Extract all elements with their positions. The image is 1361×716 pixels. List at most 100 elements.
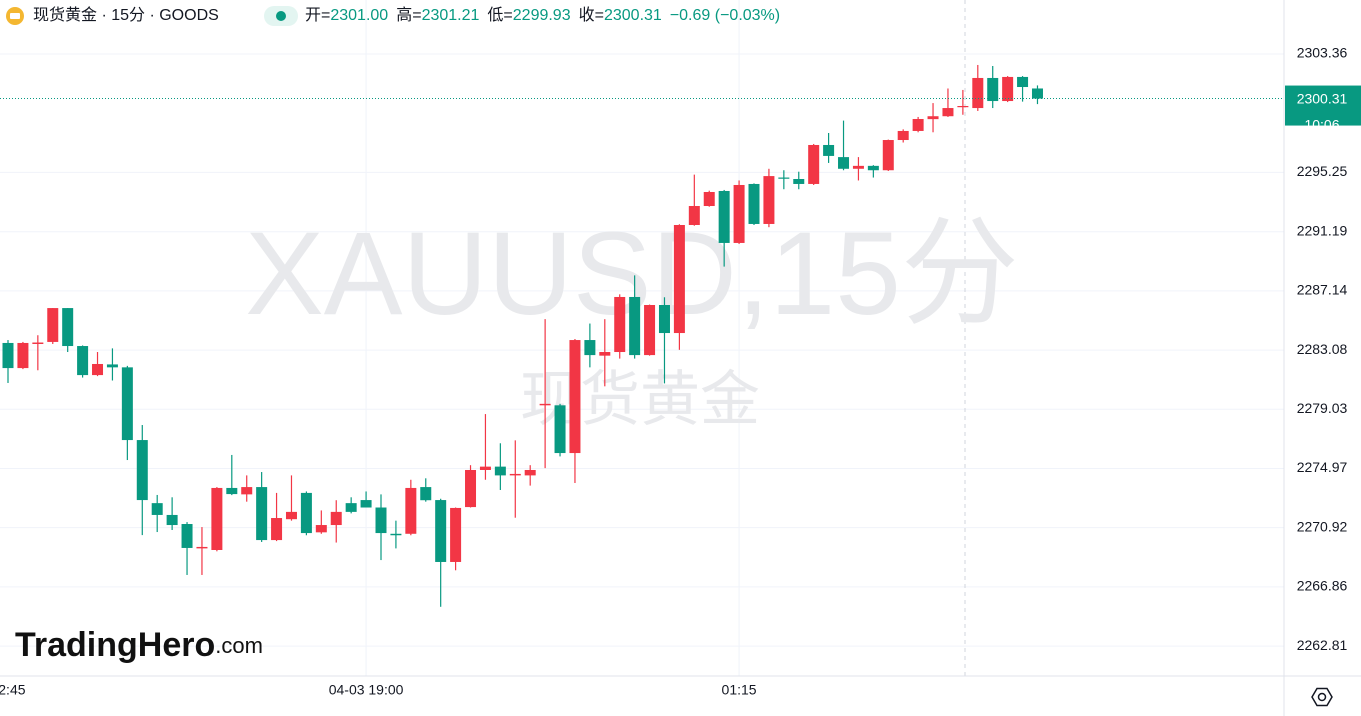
candle-body <box>77 346 89 376</box>
candle-body <box>658 305 670 334</box>
candle-body <box>494 466 506 476</box>
y-tick-label: 2287.14 <box>1297 282 1348 298</box>
candle-body <box>718 190 730 243</box>
status-dot <box>276 11 286 21</box>
candle-body <box>285 511 297 520</box>
x-tick-label: 12:45 <box>0 682 26 698</box>
candle-body <box>524 469 536 476</box>
y-tick-label: 2295.25 <box>1297 163 1348 179</box>
candle-body <box>271 518 283 541</box>
candle-body <box>62 308 74 347</box>
settings-hex[interactable] <box>1311 687 1333 707</box>
candle-body <box>972 77 984 109</box>
candle-body <box>405 487 417 534</box>
candle-body <box>688 206 700 225</box>
candle-body <box>1017 76 1029 88</box>
candle-body <box>435 500 447 562</box>
countdown: 10:06 <box>1304 116 1339 132</box>
candle-body <box>375 507 387 534</box>
candle-body <box>2 342 14 369</box>
candle-body <box>17 342 29 369</box>
candle-body <box>673 224 685 334</box>
candle-body <box>420 487 432 501</box>
candle-body <box>32 342 44 344</box>
candle-body <box>733 184 745 243</box>
candle-body <box>390 533 402 536</box>
candle-body <box>121 367 133 441</box>
candle-body <box>465 469 477 508</box>
candle-body <box>987 77 999 102</box>
candle-body <box>345 503 357 512</box>
y-tick-label: 2270.92 <box>1297 518 1348 534</box>
candle-body <box>957 105 969 108</box>
candle-body <box>942 108 954 117</box>
y-tick-label: 2274.97 <box>1297 459 1348 475</box>
candle-body <box>808 144 820 184</box>
symbol-icon-bar <box>10 13 20 19</box>
candle-body <box>151 503 163 515</box>
candle-body <box>838 157 850 169</box>
settings-dot[interactable] <box>1317 692 1327 702</box>
settings-icon[interactable] <box>1311 687 1333 707</box>
candle-body <box>912 118 924 131</box>
legend-value: 2300.31 <box>604 7 662 24</box>
candle-body <box>614 296 626 353</box>
candle-body <box>852 165 864 169</box>
y-tick-label: 2266.86 <box>1297 578 1348 594</box>
candle-body <box>554 405 566 454</box>
y-tick-label: 2283.08 <box>1297 341 1348 357</box>
candle-body <box>569 340 581 454</box>
candle-body <box>1002 76 1014 102</box>
candle-body <box>166 514 178 526</box>
legend-label: 开= <box>305 7 330 24</box>
candle-body <box>226 487 238 495</box>
legend-value: 2299.93 <box>513 7 571 24</box>
candle-body <box>748 183 760 224</box>
candle-body <box>509 473 521 476</box>
brand-name: TradingHero <box>15 626 215 664</box>
candle-body <box>479 466 491 470</box>
candle-body <box>92 363 104 376</box>
brand-suffix: .com <box>215 633 263 658</box>
y-tick-label: 2279.03 <box>1297 400 1348 416</box>
candle-body <box>644 305 656 356</box>
candle-body <box>882 140 894 171</box>
legend-label: 低= <box>487 6 512 24</box>
candle-body <box>330 511 342 526</box>
symbol-title[interactable]: 现货黄金 · 15分 · GOODS <box>33 6 219 24</box>
candle-body <box>211 487 223 550</box>
candle-body <box>927 116 939 120</box>
legend-value: 2301.00 <box>330 7 388 24</box>
candle-body <box>793 179 805 184</box>
last-price-label: 2300.31 <box>1297 90 1348 106</box>
y-tick-label: 2262.81 <box>1297 637 1348 653</box>
candle-body <box>360 500 372 508</box>
candle-body <box>315 525 327 533</box>
candle-body <box>599 352 611 356</box>
candle-body <box>1031 88 1043 99</box>
legend-label: 收= <box>579 6 604 24</box>
y-tick-label: 2291.19 <box>1297 222 1348 238</box>
y-tick-label: 2303.36 <box>1297 45 1348 61</box>
legend-label: 高= <box>396 6 421 24</box>
candle-body <box>256 487 268 541</box>
candle-body <box>241 487 253 495</box>
candle-body <box>47 308 59 342</box>
candle-body <box>136 440 148 501</box>
legend-value: 2301.21 <box>422 7 480 24</box>
candle-body <box>450 507 462 562</box>
brand: TradingHero.com <box>15 626 263 664</box>
candle-body <box>196 546 208 549</box>
candle-body <box>181 524 193 548</box>
candle-body <box>629 296 641 356</box>
candle-body <box>778 177 790 179</box>
x-tick-label: 01:15 <box>722 682 757 698</box>
candle-body <box>897 130 909 141</box>
x-tick-label: 04-03 19:00 <box>329 682 404 698</box>
candle-body <box>300 492 312 534</box>
candle-body <box>584 340 596 356</box>
candle-body <box>539 403 551 406</box>
candle-body <box>106 364 118 368</box>
candle-body <box>703 191 715 207</box>
